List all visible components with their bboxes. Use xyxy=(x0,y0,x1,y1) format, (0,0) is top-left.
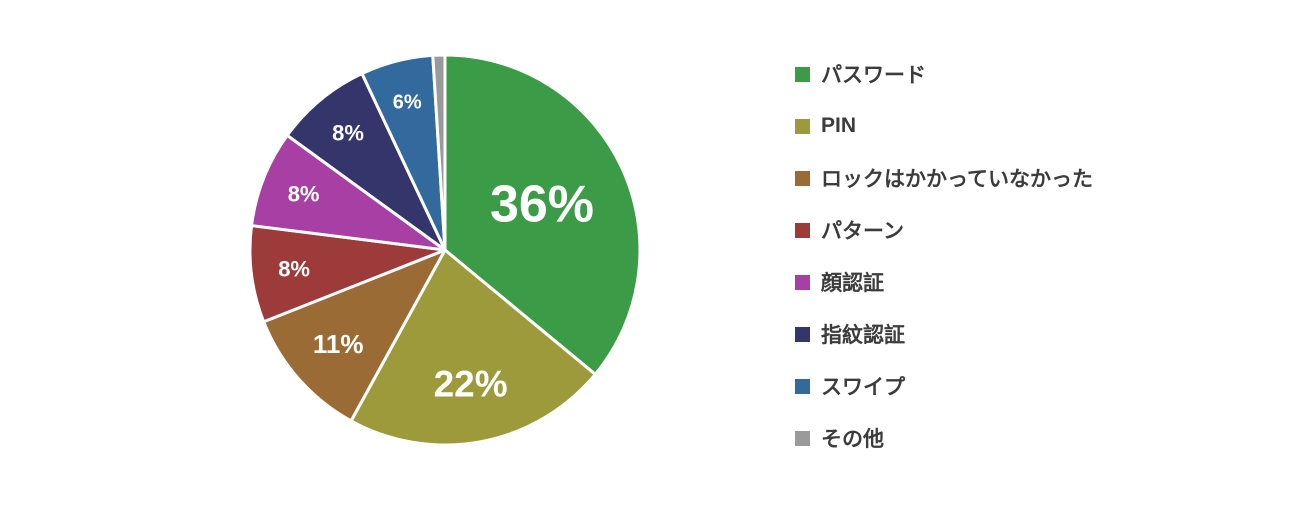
pie-slice-0 xyxy=(443,53,642,376)
legend-item: 顔認証 xyxy=(795,270,1093,295)
pie-slice-4 xyxy=(250,133,447,252)
legend-label: パスワード xyxy=(821,64,926,87)
legend-swatch xyxy=(795,430,810,446)
legend-item: パスワード xyxy=(795,62,1093,87)
legend-item: 指紋認証 xyxy=(795,322,1093,347)
legend-swatch xyxy=(795,66,810,82)
legend-label: スワイプ xyxy=(821,376,905,399)
pie-slice-value-label: 8% xyxy=(278,257,310,282)
pie-slice-3 xyxy=(248,224,447,324)
pie-slice-value-label: 6% xyxy=(393,92,422,114)
legend-item: ロックはかかっていなかった xyxy=(795,166,1093,191)
legend-item: PIN xyxy=(795,114,1093,138)
legend-label: ロックはかかっていなかった xyxy=(821,168,1093,191)
pie-slice-7 xyxy=(431,53,447,252)
legend-label: パターン xyxy=(821,220,904,243)
legend-swatch xyxy=(795,222,810,238)
legend-item: その他 xyxy=(795,426,1093,451)
pie-slice-1 xyxy=(349,248,597,447)
legend-swatch xyxy=(795,378,810,394)
pie-slice-5 xyxy=(285,72,447,252)
legend-swatch xyxy=(795,170,810,186)
legend-label: 指紋認証 xyxy=(821,324,905,347)
pie-chart: 36% 22% 11% 8% 8% 8% 6% xyxy=(248,53,642,447)
pie-slice-value-label: 8% xyxy=(332,120,364,145)
pie-slice-value-label: 36% xyxy=(490,175,594,233)
legend-swatch xyxy=(795,274,810,290)
legend-label: その他 xyxy=(821,428,884,451)
legend-swatch xyxy=(795,118,810,134)
pie-slice-2 xyxy=(262,248,447,423)
legend-label: PIN xyxy=(821,114,857,137)
chart-legend: パスワード PIN ロックはかかっていなかった パターン顔認証指紋認証スワイプその他 xyxy=(795,62,1093,451)
pie-slice-value-label: 8% xyxy=(288,182,320,207)
legend-swatch xyxy=(795,326,810,342)
legend-item: スワイプ xyxy=(795,374,1093,399)
pie-slice-value-label: 11% xyxy=(313,329,364,359)
pie-slice-value-label: 22% xyxy=(434,364,508,405)
legend-label: 顔認証 xyxy=(821,272,884,295)
legend-item: パターン xyxy=(795,218,1093,243)
